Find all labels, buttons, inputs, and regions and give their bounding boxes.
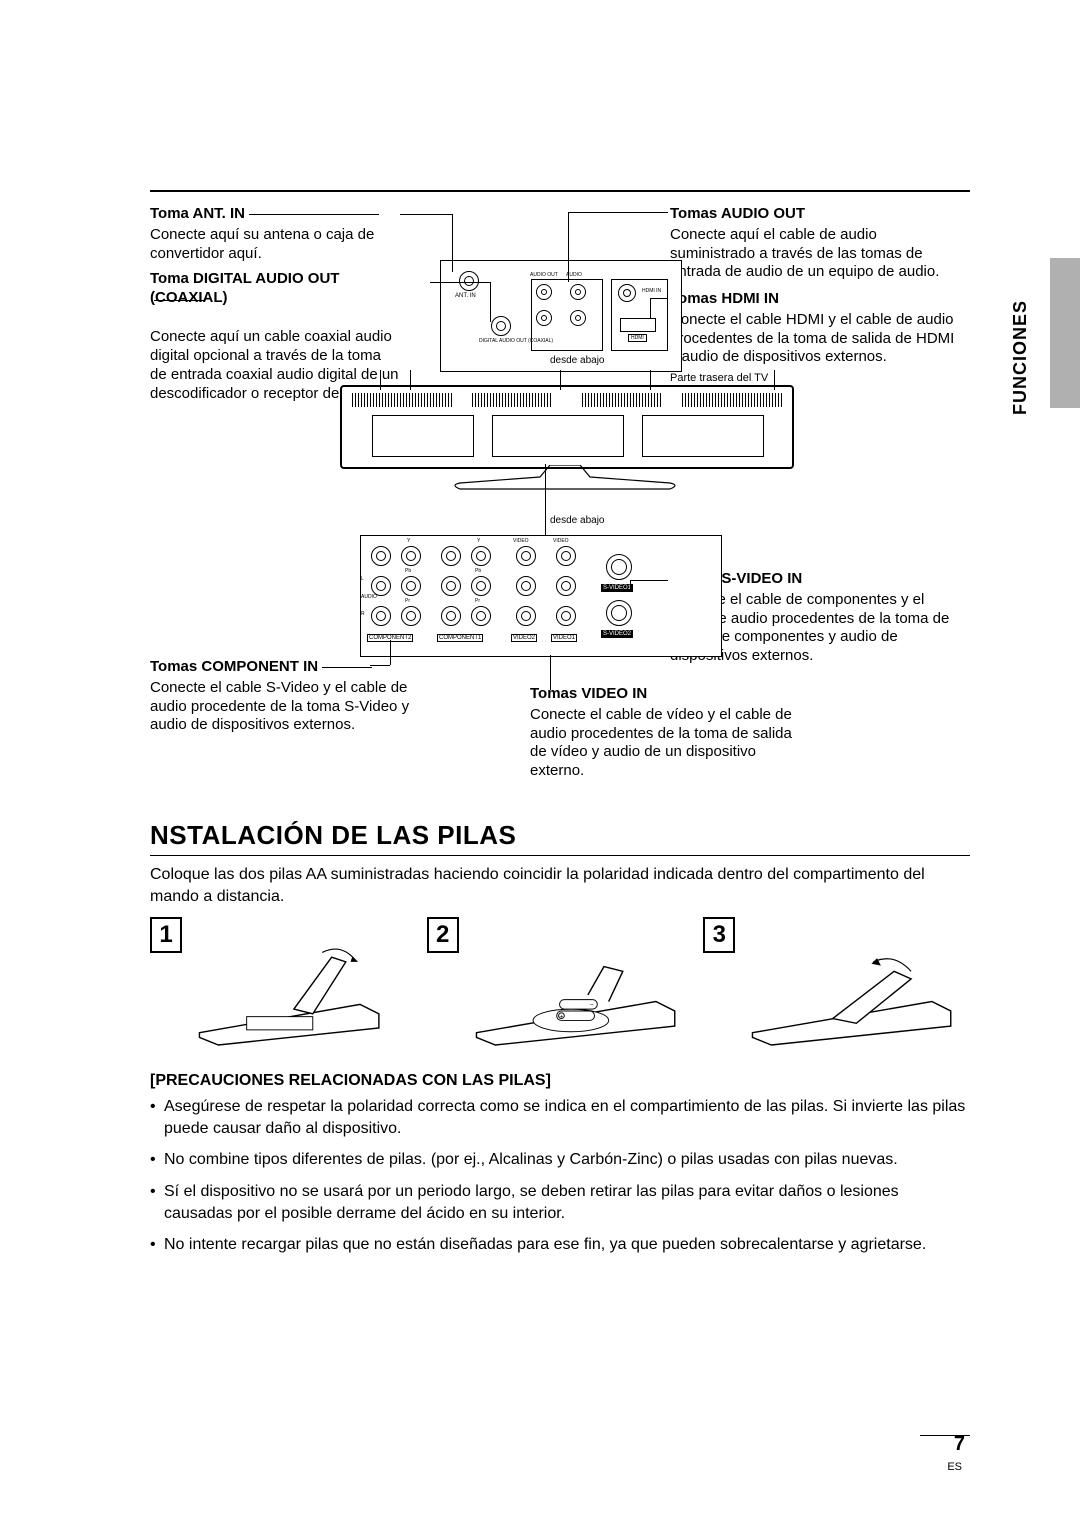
top-rule [150,190,970,192]
precaution-item: No intente recargar pilas que no están d… [150,1234,970,1256]
callout-audio-out: Tomas AUDIO OUT Conecte aquí el cable de… [670,205,960,282]
callout-title: Toma ANT. IN [150,205,245,224]
precaution-item: Sí el dispositivo no se usará por un per… [150,1181,970,1224]
section-title-batteries: NSTALACIÓN DE LAS PILAS [150,820,970,856]
battery-steps: 1 2 + − 3 [150,917,970,1047]
page-number: 7 [954,1433,965,1456]
callout-title: Tomas HDMI IN [670,290,779,309]
callout-component-in: Tomas COMPONENT IN Conecte el cable S-Vi… [150,658,410,735]
tv-stand [450,465,680,495]
precaution-item: No combine tipos diferentes de pilas. (p… [150,1149,970,1171]
section-tab-bg [1050,258,1080,408]
desde-abajo-2: desde abajo [550,515,605,526]
rear-tv-label: Parte trasera del TV [670,372,768,384]
section-tab-label: FUNCIONES [1010,300,1031,415]
step-3: 3 [703,917,970,1047]
callout-text: Conecte aquí el cable de audio suministr… [670,226,939,281]
callout-text: Conecte aquí su antena o caja de convert… [150,226,374,262]
remote-insert-batteries-icon: + − [467,943,694,1047]
connector-diagram-area: Toma ANT. IN Conecte aquí su antena o ca… [150,200,970,800]
callout-text: Conecte el cable S-Video y el cable de a… [150,679,409,734]
svg-text:−: − [589,1003,593,1010]
remote-open-icon [190,943,417,1047]
diagram-tv-rear [340,385,794,469]
svg-text:+: + [559,1014,563,1021]
batteries-intro: Coloque las dos pilas AA suministradas h… [150,864,970,907]
callout-video-in: Tomas VIDEO IN Conecte el cable de vídeo… [530,685,800,781]
callout-text: Conecte el cable HDMI y el cable de audi… [670,311,954,366]
callout-title: Tomas VIDEO IN [530,685,647,704]
manual-page: FUNCIONES Toma ANT. IN Conecte aquí su a… [0,0,1080,1528]
desde-abajo-1: desde abajo [550,355,605,366]
callout-title: Toma DIGITAL AUDIO OUT (COAXIAL) [150,270,400,308]
callout-ant-in: Toma ANT. IN Conecte aquí su antena o ca… [150,205,400,263]
step-number: 1 [150,917,182,953]
step-number: 2 [427,917,459,953]
callout-digital-audio: Toma DIGITAL AUDIO OUT (COAXIAL) Conecte… [150,270,400,403]
step-number: 3 [703,917,735,953]
callout-text: Conecte el cable de vídeo y el cable de … [530,706,792,779]
language-code: ES [947,1461,962,1473]
diagram-bottom-panel: COMPONENT2 COMPONENT1 VIDEO2 VIDEO1 S-VI… [360,535,722,657]
precautions-heading: [PRECAUCIONES RELACIONADAS CON LAS PILAS… [150,1072,970,1090]
step-1: 1 [150,917,417,1047]
remote-close-icon [743,943,970,1047]
callout-title: Tomas AUDIO OUT [670,205,805,224]
step-2: 2 + − [427,917,694,1047]
precaution-item: Asegúrese de respetar la polaridad corre… [150,1096,970,1139]
callout-hdmi-in: Tomas HDMI IN Conecte el cable HDMI y el… [670,290,960,367]
precautions-list: Asegúrese de respetar la polaridad corre… [150,1096,970,1256]
callout-title: Tomas COMPONENT IN [150,658,318,677]
